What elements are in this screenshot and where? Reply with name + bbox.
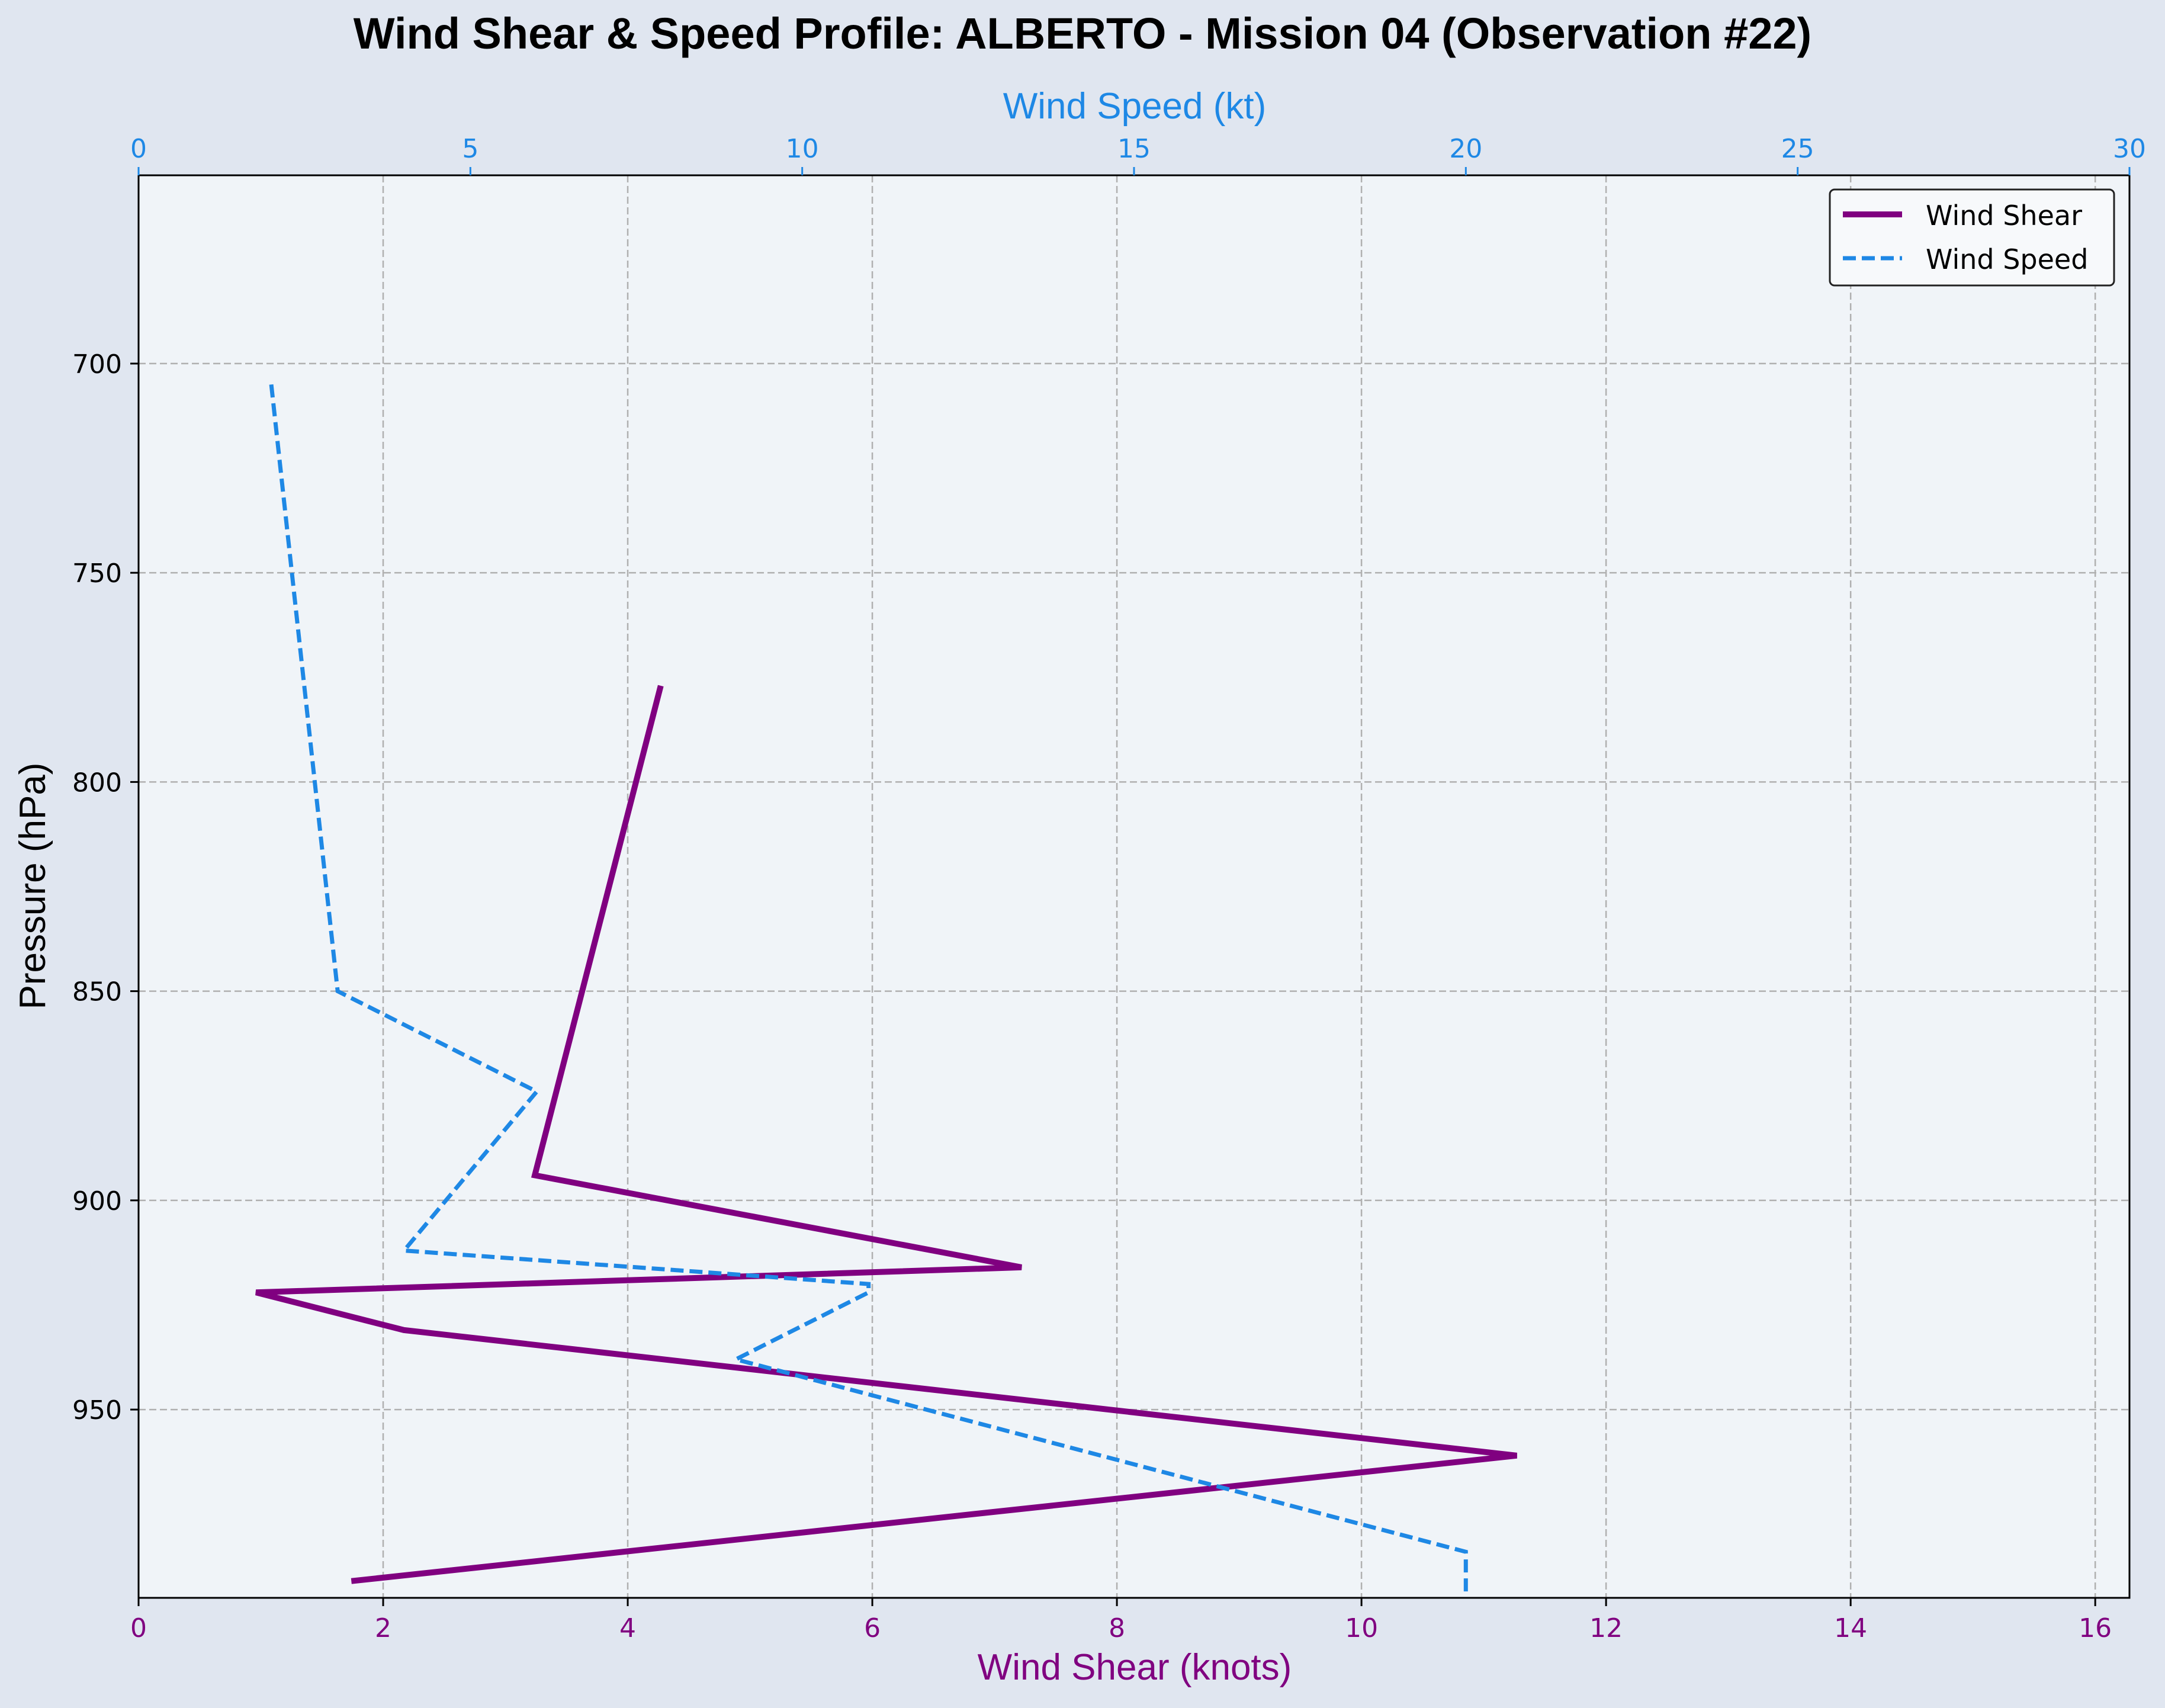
bottom-axis-label: Wind Shear (knots) [978,1647,1292,1688]
bottom-tick-label: 4 [619,1613,636,1643]
y-axis-label: Pressure (hPa) [12,763,53,1010]
y-tick-label: 800 [72,768,122,798]
bottom-tick-label: 2 [375,1613,391,1643]
wind-shear-line [255,685,1517,1584]
y-tick-label: 850 [72,977,122,1007]
legend: Wind Shear Wind Speed [1829,188,2115,287]
chart-title: Wind Shear & Speed Profile: ALBERTO - Mi… [354,9,1811,58]
y-tick-label: 750 [72,558,122,589]
grid-lines [139,175,2129,1598]
series-lines [255,384,1517,1598]
bottom-tick-label: 0 [130,1613,147,1643]
top-tick-label: 10 [786,134,819,164]
bottom-tick-label: 8 [1109,1613,1125,1643]
y-tick-label: 700 [72,349,122,380]
bottom-tick-label: 12 [1589,1613,1623,1643]
legend-shear-label: Wind Shear [1926,200,2082,232]
bottom-tick-label: 16 [2079,1613,2112,1643]
y-tick-label: 900 [72,1186,122,1216]
top-tick-label: 5 [462,134,478,164]
top-tick-label: 15 [1117,134,1151,164]
y-tick-label: 950 [72,1395,122,1426]
bottom-tick-label: 14 [1834,1613,1867,1643]
top-axis-label: Wind Speed (kt) [1003,86,1267,127]
bottom-tick-label: 6 [864,1613,881,1643]
top-tick-label: 25 [1781,134,1814,164]
axis-ticks: 700 750 800 850 900 950 0 2 4 6 8 10 12 14 16 0 5 10 15 20 2… [72,134,2146,1643]
wind-speed-line [269,384,1468,1598]
top-tick-label: 30 [2113,134,2146,164]
legend-speed-label: Wind Speed [1926,243,2088,275]
bottom-tick-label: 10 [1345,1613,1378,1643]
top-tick-label: 0 [130,134,147,164]
top-tick-label: 20 [1449,134,1482,164]
plot-area [139,175,2129,1598]
